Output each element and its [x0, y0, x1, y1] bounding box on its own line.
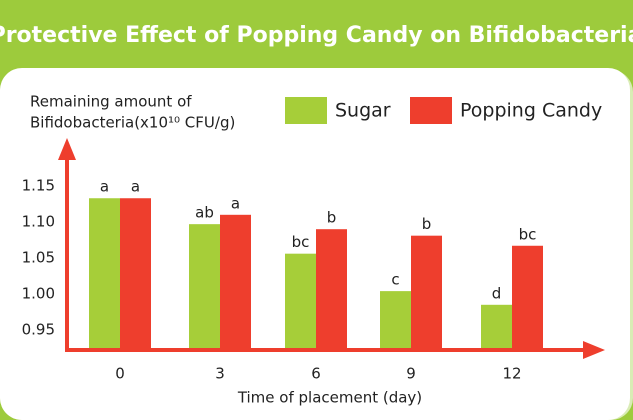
- x-tick-label: 9: [406, 365, 416, 383]
- panel: [0, 68, 630, 420]
- bar: [189, 224, 220, 348]
- significance-label: bc: [292, 233, 310, 251]
- bar: [481, 304, 512, 348]
- legend-swatch: [285, 97, 327, 124]
- significance-label: d: [492, 284, 502, 302]
- bar: [380, 291, 411, 348]
- y-tick-label: 1.00: [22, 285, 55, 303]
- bar: [89, 198, 120, 348]
- bar: [316, 229, 347, 348]
- significance-label: ab: [195, 204, 214, 222]
- y-axis-arrow: [58, 138, 76, 160]
- x-tick-label: 3: [215, 365, 225, 383]
- chart-title: Protective Effect of Popping Candy on Bi…: [0, 23, 633, 48]
- x-tick-label: 12: [502, 365, 521, 383]
- legend-label: Popping Candy: [460, 100, 602, 122]
- x-axis-label: Time of placement (day): [237, 389, 422, 407]
- legend-swatch: [410, 97, 452, 124]
- y-tick-label: 0.95: [22, 321, 55, 339]
- significance-label: a: [100, 178, 109, 196]
- significance-label: a: [231, 194, 240, 212]
- legend-label: Sugar: [335, 100, 391, 122]
- bar: [220, 214, 251, 348]
- y-axis-label: Remaining amount of: [30, 93, 192, 111]
- y-tick-label: 1.05: [22, 249, 55, 267]
- bar: [411, 235, 442, 348]
- significance-label: b: [327, 209, 337, 227]
- x-tick-label: 0: [115, 365, 125, 383]
- significance-label: b: [422, 215, 432, 233]
- bar: [512, 245, 543, 348]
- bar: [285, 253, 316, 348]
- y-tick-label: 1.10: [22, 213, 55, 231]
- significance-label: bc: [519, 225, 537, 243]
- bar: [120, 198, 151, 348]
- significance-label: a: [131, 178, 140, 196]
- x-tick-label: 6: [311, 365, 321, 383]
- y-tick-label: 1.15: [22, 177, 55, 195]
- x-axis-arrow: [583, 341, 605, 359]
- significance-label: c: [391, 271, 399, 289]
- y-axis-label: Bifidobacteria(x10¹⁰ CFU/g): [30, 114, 235, 132]
